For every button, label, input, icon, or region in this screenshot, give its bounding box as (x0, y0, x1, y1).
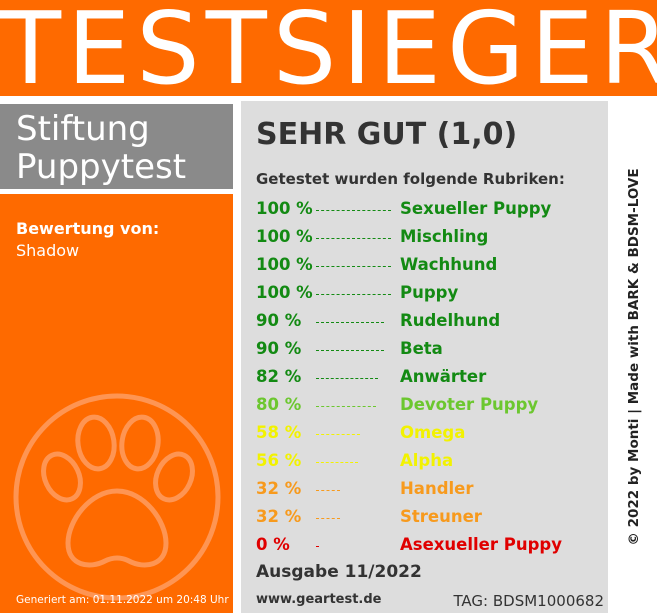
category-name: Alpha (400, 451, 454, 470)
category-score-line (316, 294, 391, 295)
category-percent: 0 % (256, 535, 290, 554)
side-credit-area: © 2022 by Monti | Made with BARK & BDSM-… (612, 101, 657, 613)
category-percent: 32 % (256, 507, 302, 526)
category-score-line (316, 406, 376, 407)
category-score-line (316, 434, 360, 435)
paw-print-icon (13, 393, 221, 601)
category-score-line (316, 266, 391, 267)
category-percent: 90 % (256, 339, 302, 358)
category-percent: 56 % (256, 451, 302, 470)
rated-by-label: Bewertung von: (16, 219, 160, 238)
category-name: Wachhund (400, 255, 498, 274)
category-name: Mischling (400, 227, 489, 246)
category-score-line (316, 378, 378, 379)
category-row: 80 % Devoter Puppy (256, 395, 606, 419)
category-row: 100 % Wachhund (256, 255, 606, 279)
category-name: Streuner (400, 507, 482, 526)
category-row: 32 % Streuner (256, 507, 606, 531)
banner-title: TESTSIEGER (0, 0, 657, 107)
side-credit: © 2022 by Monti | Made with BARK & BDSM-… (626, 168, 642, 546)
category-name: Devoter Puppy (400, 395, 539, 414)
category-name: Rudelhund (400, 311, 501, 330)
category-name: Asexueller Puppy (400, 535, 562, 554)
issue-label: Ausgabe 11/2022 (256, 562, 422, 582)
organization-name-line2: Puppytest (16, 147, 187, 187)
generated-timestamp: Generiert am: 01.11.2022 um 20:48 Uhr (16, 594, 229, 606)
category-row: 100 % Mischling (256, 227, 606, 251)
organization-name-line1: Stiftung (16, 109, 150, 149)
category-row: 56 % Alpha (256, 451, 606, 475)
category-score-line (316, 238, 391, 239)
category-name: Beta (400, 339, 443, 358)
category-score-line (316, 490, 340, 491)
category-row: 58 % Omega (256, 423, 606, 447)
category-score-line (316, 518, 340, 519)
category-row: 90 % Beta (256, 339, 606, 363)
website-label: www.geartest.de (256, 592, 382, 607)
category-row: 90 % Rudelhund (256, 311, 606, 335)
category-percent: 100 % (256, 227, 313, 246)
category-row: 32 % Handler (256, 479, 606, 503)
category-name: Puppy (400, 283, 459, 302)
category-row: 100 % Puppy (256, 283, 606, 307)
categories-intro: Getestet wurden folgende Rubriken: (256, 170, 565, 188)
category-percent: 90 % (256, 311, 302, 330)
tag-label: TAG: BDSM1000682 (453, 592, 604, 610)
category-name: Anwärter (400, 367, 487, 386)
category-score-line (316, 210, 391, 211)
category-percent: 32 % (256, 479, 302, 498)
category-percent: 100 % (256, 199, 313, 218)
category-row: 82 % Anwärter (256, 367, 606, 391)
category-name: Omega (400, 423, 466, 442)
category-score-line (316, 546, 319, 547)
rating-info-panel (0, 194, 233, 613)
category-score-line (316, 462, 358, 463)
category-percent: 82 % (256, 367, 302, 386)
category-name: Sexueller Puppy (400, 199, 552, 218)
organization-box: Stiftung Puppytest (0, 101, 233, 189)
category-percent: 58 % (256, 423, 302, 442)
left-column: Stiftung Puppytest Bewertung von: Shadow… (0, 101, 233, 613)
rated-by-name: Shadow (16, 241, 80, 260)
category-score-line (316, 350, 384, 351)
category-percent: 100 % (256, 255, 313, 274)
category-name: Handler (400, 479, 474, 498)
results-panel: SEHR GUT (1,0) Getestet wurden folgende … (241, 101, 608, 613)
testsieger-banner: TESTSIEGER (0, 0, 657, 104)
category-percent: 100 % (256, 283, 313, 302)
category-row: 100 % Sexueller Puppy (256, 199, 606, 223)
category-percent: 80 % (256, 395, 302, 414)
category-row: 0 % Asexueller Puppy (256, 535, 606, 559)
grade-title: SEHR GUT (1,0) (256, 117, 518, 152)
category-score-line (316, 322, 384, 323)
